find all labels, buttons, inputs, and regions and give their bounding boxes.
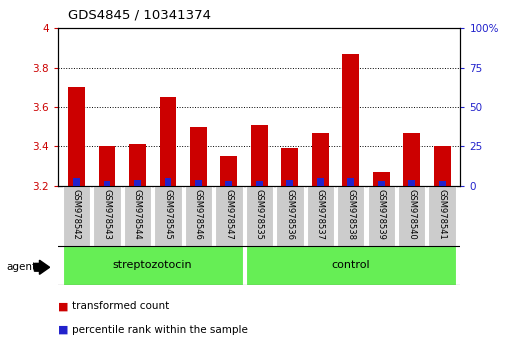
- Bar: [428, 186, 455, 246]
- Text: GSM978537: GSM978537: [315, 189, 324, 240]
- Text: transformed count: transformed count: [72, 301, 169, 311]
- Bar: [98, 147, 115, 186]
- Bar: [347, 178, 353, 186]
- Bar: [220, 156, 237, 186]
- Bar: [286, 179, 292, 186]
- Bar: [245, 186, 273, 246]
- Bar: [129, 144, 145, 186]
- Text: GSM978547: GSM978547: [224, 189, 233, 240]
- Bar: [104, 181, 110, 186]
- Bar: [316, 178, 323, 186]
- Bar: [123, 186, 151, 246]
- Bar: [397, 186, 425, 246]
- Bar: [342, 54, 359, 186]
- Text: GSM978535: GSM978535: [255, 189, 263, 240]
- Bar: [245, 246, 455, 285]
- Bar: [402, 133, 419, 186]
- Text: streptozotocin: streptozotocin: [113, 261, 192, 270]
- Text: GSM978538: GSM978538: [345, 189, 355, 240]
- Bar: [63, 186, 90, 246]
- Bar: [225, 181, 232, 186]
- Bar: [63, 246, 242, 285]
- Text: GDS4845 / 10341374: GDS4845 / 10341374: [68, 9, 211, 22]
- Bar: [164, 178, 171, 186]
- Bar: [276, 186, 303, 246]
- Text: GSM978536: GSM978536: [285, 189, 294, 240]
- Bar: [93, 186, 120, 246]
- Text: GSM978542: GSM978542: [72, 189, 81, 240]
- Bar: [372, 172, 389, 186]
- Bar: [154, 186, 181, 246]
- Text: GSM978543: GSM978543: [102, 189, 111, 240]
- Text: GSM978544: GSM978544: [133, 189, 141, 240]
- Text: control: control: [331, 261, 369, 270]
- Text: percentile rank within the sample: percentile rank within the sample: [72, 325, 248, 335]
- Bar: [281, 148, 297, 186]
- Bar: [184, 186, 212, 246]
- Bar: [73, 178, 80, 186]
- Bar: [433, 147, 449, 186]
- Bar: [68, 87, 85, 186]
- Bar: [336, 186, 364, 246]
- Text: agent: agent: [6, 262, 36, 272]
- Bar: [189, 127, 207, 186]
- Text: ■: ■: [58, 301, 69, 311]
- Bar: [377, 181, 384, 186]
- Bar: [438, 181, 444, 186]
- Bar: [311, 133, 328, 186]
- Bar: [159, 97, 176, 186]
- Text: GSM978539: GSM978539: [376, 189, 385, 240]
- FancyArrow shape: [34, 260, 49, 274]
- Text: GSM978545: GSM978545: [163, 189, 172, 240]
- Text: ■: ■: [58, 325, 69, 335]
- Bar: [134, 179, 140, 186]
- Text: GSM978540: GSM978540: [407, 189, 416, 240]
- Bar: [367, 186, 394, 246]
- Text: GSM978541: GSM978541: [437, 189, 446, 240]
- Bar: [408, 179, 414, 186]
- Bar: [250, 125, 267, 186]
- Bar: [215, 186, 242, 246]
- Bar: [194, 179, 201, 186]
- Bar: [256, 181, 262, 186]
- Text: GSM978546: GSM978546: [193, 189, 203, 240]
- Bar: [306, 186, 333, 246]
